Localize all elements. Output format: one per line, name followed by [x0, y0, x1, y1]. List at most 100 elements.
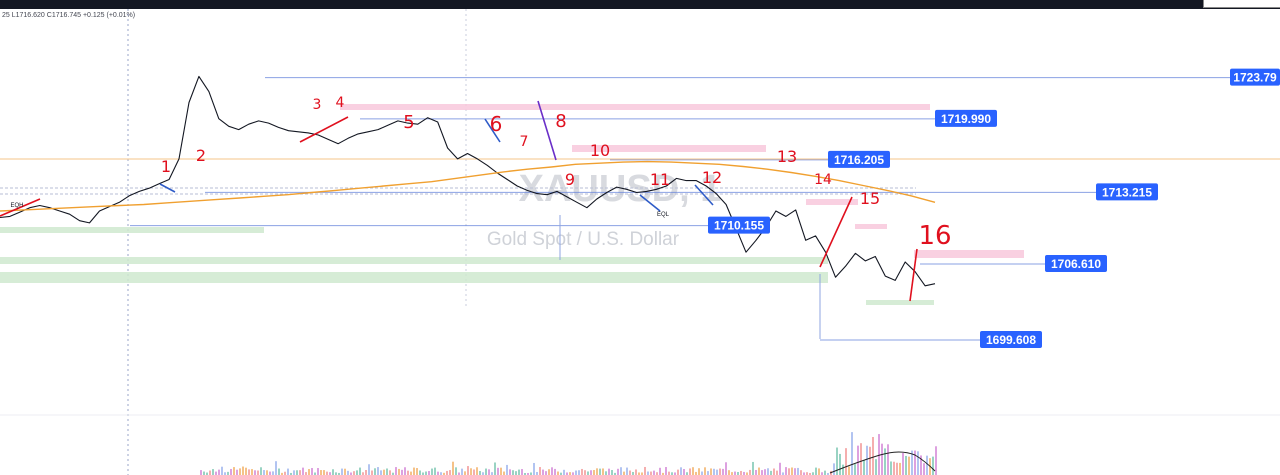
- volume-bar: [350, 472, 352, 475]
- volume-bar: [377, 467, 379, 475]
- volume-bar: [824, 470, 826, 475]
- series: [0, 75, 936, 287]
- volume-bar: [602, 468, 604, 475]
- volume-bar: [527, 472, 529, 475]
- volume-bar: [380, 470, 382, 475]
- volume-bar: [410, 471, 412, 475]
- volume-bar: [326, 471, 328, 475]
- volume-bar: [392, 472, 394, 475]
- volume-bar: [863, 460, 865, 475]
- demand-zone: [0, 272, 828, 283]
- volume-bar: [611, 470, 613, 475]
- volume-bar: [740, 470, 742, 475]
- volume-bar: [425, 471, 427, 475]
- volume-bar: [542, 469, 544, 475]
- volume-bar: [461, 468, 463, 475]
- volume-bar: [761, 470, 763, 475]
- volume-bar: [905, 455, 907, 475]
- volume-bar: [779, 462, 781, 475]
- volume-bar: [308, 469, 310, 475]
- volume-bar: [848, 466, 850, 475]
- volume-bar: [473, 469, 475, 475]
- volume-ma-line: [829, 451, 936, 474]
- volume-bar: [518, 469, 520, 475]
- level-lines: [0, 77, 1280, 341]
- volume-bar: [881, 443, 883, 475]
- volume-bar: [872, 437, 874, 475]
- volume-bar: [440, 472, 442, 475]
- volume-bar: [368, 464, 370, 475]
- volume-bar: [494, 462, 496, 475]
- demand-zone: [0, 257, 828, 264]
- volume-bars: [200, 432, 937, 475]
- volume-bar: [470, 468, 472, 475]
- price-tag-box: [828, 150, 890, 168]
- volume-bar: [314, 472, 316, 475]
- volume-bar: [209, 470, 211, 475]
- volume-bar: [515, 471, 517, 475]
- volume-bar: [347, 470, 349, 475]
- volume-bar: [500, 467, 502, 475]
- volume-bar: [680, 467, 682, 475]
- volume-bar: [275, 461, 277, 475]
- volume-bar: [647, 471, 649, 475]
- volume-bar: [266, 470, 268, 475]
- volume-bar: [200, 470, 202, 475]
- watermark-description: Gold Spot / U.S. Dollar: [487, 229, 680, 250]
- volume-bar: [797, 467, 799, 475]
- volume-bar: [854, 464, 856, 475]
- price-tag-label: 1706.610: [1051, 257, 1101, 271]
- volume-bar: [557, 471, 559, 475]
- volume-bar: [332, 469, 334, 475]
- top-right-panel: [1203, 0, 1280, 8]
- volume-bar: [239, 468, 241, 475]
- volume-bar: [725, 462, 727, 475]
- moving-average-line: [0, 160, 936, 212]
- volume-bar: [341, 468, 343, 475]
- zones: [0, 104, 1024, 305]
- volume-bar: [617, 468, 619, 475]
- volume-bar: [701, 471, 703, 475]
- volume-bar: [497, 467, 499, 475]
- price-tag-box: [708, 216, 770, 234]
- volume-bar: [842, 464, 844, 475]
- volume-bar: [890, 461, 892, 475]
- volume-bar: [668, 471, 670, 475]
- volume-bar: [821, 472, 823, 475]
- volume-bar: [608, 468, 610, 475]
- volume-bar: [878, 434, 880, 475]
- volume-bar: [506, 464, 508, 475]
- volume-bar: [353, 471, 355, 475]
- volume-bar: [407, 470, 409, 475]
- volume-bar: [329, 472, 331, 475]
- volume-bar: [692, 467, 694, 475]
- volume-bar: [818, 468, 820, 475]
- price-tags: 1723.79 1719.990 1716.205 1713.215 1710.155 1…: [708, 68, 1280, 348]
- volume-bar: [758, 467, 760, 475]
- swing-label: 3: [313, 97, 322, 113]
- volume-bar: [653, 470, 655, 475]
- price-tag-label: 1716.205: [834, 153, 884, 167]
- swing-label: 5: [403, 112, 414, 133]
- volume-bar: [650, 471, 652, 475]
- volume-bar: [287, 468, 289, 475]
- volume-bar: [572, 472, 574, 475]
- volume-bar: [428, 471, 430, 475]
- volume-bar: [776, 470, 778, 475]
- volume-bar: [230, 468, 232, 475]
- volume-bar: [476, 467, 478, 475]
- demand-zone: [866, 300, 934, 305]
- volume-bar: [677, 469, 679, 475]
- volume-bar: [221, 466, 223, 475]
- price-chart[interactable]: XAUUSD, 1 Gold Spot / U.S. Dollar 123 45 6…: [0, 9, 1280, 475]
- volume-bar: [809, 472, 811, 475]
- volume-bar: [731, 472, 733, 475]
- volume-bar: [395, 467, 397, 475]
- volume-bar: [551, 467, 553, 475]
- volume-bar: [293, 470, 295, 475]
- volume-bar: [443, 472, 445, 475]
- volume-bar: [908, 456, 910, 475]
- volume-bar: [365, 470, 367, 475]
- volume-bar: [923, 463, 925, 475]
- volume-bar: [764, 469, 766, 475]
